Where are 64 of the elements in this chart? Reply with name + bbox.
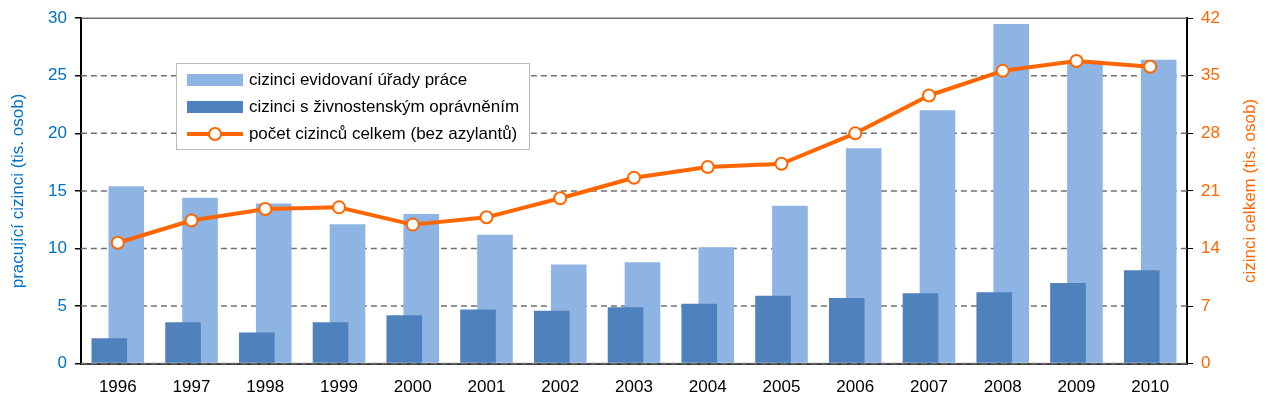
y2-tick-label: 7	[1201, 295, 1211, 315]
bar	[1050, 283, 1086, 363]
point	[479, 210, 494, 225]
point	[184, 213, 199, 228]
point	[553, 191, 568, 206]
x-tick-label: 2005	[762, 377, 801, 397]
y-tick-label: 20	[47, 123, 67, 143]
bar	[607, 307, 644, 363]
x-tick-label: 1997	[172, 377, 211, 397]
y2-axis-title: cizinci celkem (tis. osob)	[1240, 98, 1261, 283]
bar	[238, 332, 275, 363]
y-axis-title: pracující cizinci (tis. osob)	[7, 93, 28, 289]
y-tick-label: 5	[57, 295, 67, 315]
bar	[681, 303, 718, 363]
x-tick-label: 2006	[836, 377, 875, 397]
point	[258, 201, 273, 216]
point	[774, 156, 789, 171]
bar	[755, 295, 791, 363]
x-tick-label: 1996	[98, 377, 137, 397]
x-tick-label: 2002	[541, 377, 580, 397]
x-tick-label: 2007	[910, 377, 948, 397]
bar	[460, 309, 496, 363]
x-tick-label: 2001	[467, 377, 506, 397]
point	[995, 63, 1010, 78]
y-tick-label: 15	[47, 180, 67, 200]
y2-tick-label: 28	[1201, 123, 1221, 143]
y2-tick-label: 0	[1201, 353, 1211, 373]
x-tick-label: 2004	[688, 377, 727, 397]
x-tick-label: 2000	[393, 377, 432, 397]
y2-tick-label: 35	[1201, 65, 1221, 85]
point	[627, 170, 641, 185]
point	[1143, 59, 1158, 74]
point	[700, 160, 715, 175]
bar	[312, 322, 349, 363]
x-tick-label: 1999	[320, 377, 358, 397]
legend-label: cizinci evidovaní úřady práce	[248, 69, 468, 90]
point	[1069, 53, 1084, 68]
y2-tick-label: 14	[1201, 238, 1221, 258]
x-tick-label: 2008	[983, 377, 1022, 397]
point	[405, 217, 420, 232]
point	[921, 88, 936, 103]
bar	[533, 310, 570, 363]
x-tick-label: 2010	[1131, 377, 1170, 397]
y-tick-label: 25	[47, 65, 67, 85]
bar	[386, 315, 423, 363]
y-tick-label: 0	[57, 353, 67, 373]
y-tick-label: 10	[47, 238, 67, 258]
x-tick-label: 1998	[246, 377, 285, 397]
bar	[165, 322, 201, 363]
legend-label: počet cizinců celkem (bez azylantů)	[248, 123, 518, 144]
y-tick-label: 30	[47, 7, 67, 27]
bar	[91, 338, 128, 363]
legend-label: cizinci s živnostenským oprávněním	[248, 96, 520, 117]
x-tick-label: 2003	[615, 377, 653, 397]
bar	[902, 293, 939, 363]
point	[848, 126, 863, 141]
y2-tick-label: 42	[1201, 7, 1221, 27]
point	[332, 200, 347, 215]
x-tick-label: 2009	[1057, 377, 1096, 397]
bar	[1123, 270, 1160, 363]
point	[110, 235, 125, 250]
y2-tick-label: 21	[1201, 180, 1221, 200]
bar	[828, 297, 865, 363]
bar	[976, 292, 1013, 363]
